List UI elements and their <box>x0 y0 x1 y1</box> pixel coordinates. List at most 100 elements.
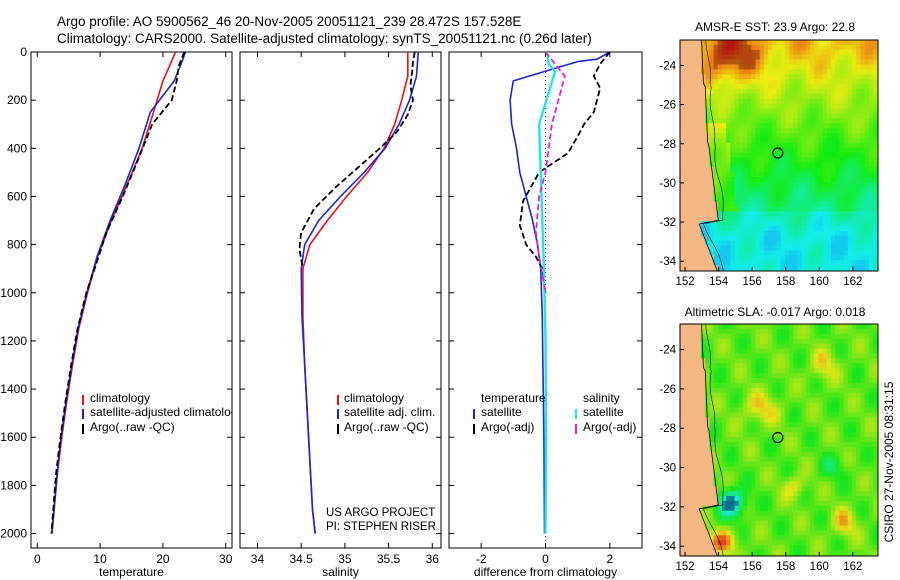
sla-map-cell <box>856 358 861 364</box>
sla-map-cell <box>797 500 803 507</box>
sla-map-cell <box>801 432 807 438</box>
sla-map-cell <box>688 427 694 433</box>
sst-map-cell <box>839 235 845 242</box>
sla-map-cell <box>826 427 832 433</box>
sla-map-cell <box>814 515 820 522</box>
sla-map-cell <box>826 466 832 473</box>
sst-map-cell <box>843 84 849 90</box>
sla-map-cell <box>680 417 685 423</box>
sst-map-cell <box>872 142 878 149</box>
sst-map-cell <box>835 157 840 163</box>
sst-map-cell <box>768 74 773 80</box>
sla-map-cell <box>810 491 815 497</box>
sla-map-cell <box>860 412 866 418</box>
sla-map-cell <box>856 348 861 355</box>
sst-map-cell <box>680 64 685 70</box>
sst-map-cell <box>705 211 710 217</box>
sla-map-cell <box>851 525 857 532</box>
sla-map-cell <box>730 392 736 399</box>
sst-map-cell <box>868 206 874 212</box>
sst-map-cell <box>872 118 878 124</box>
sst-map-cell <box>818 88 824 95</box>
sla-map-cell <box>692 422 698 428</box>
sla-map-cell <box>856 481 861 487</box>
sst-map-cell <box>747 250 752 256</box>
sla-map-cell <box>851 510 857 517</box>
sst-map-cell <box>847 108 853 115</box>
sst-map-cell <box>864 74 870 80</box>
sst-map-cell <box>688 147 694 154</box>
sst-map-cell <box>851 240 857 247</box>
sla-map-cell <box>831 451 836 458</box>
sla-map-cell <box>872 540 878 546</box>
sla-map-cell <box>759 530 765 536</box>
sla-map-cell <box>797 373 803 379</box>
sst-map-cell <box>831 59 836 66</box>
sla-map-cell <box>839 324 845 330</box>
sst-map-cell <box>835 103 840 110</box>
sst-map-cell <box>700 211 706 217</box>
sst-map-cell <box>730 201 736 207</box>
sla-map-cell <box>721 363 727 369</box>
sst-map-cell <box>684 49 689 56</box>
sst-map-cell <box>726 157 731 163</box>
sla-map-cell <box>751 392 757 399</box>
sla-map-cell <box>696 535 702 541</box>
sla-map-cell <box>696 496 702 502</box>
sla-map-cell <box>872 486 878 492</box>
sla-map-cell <box>713 407 719 414</box>
sla-map-cell <box>864 324 870 330</box>
sst-map-cell <box>780 196 786 203</box>
sst-map-cell <box>847 211 853 217</box>
sst-map-cell <box>797 40 803 46</box>
sst-map-cell <box>789 40 794 46</box>
sst-map-cell <box>717 201 723 207</box>
sla-map-cell <box>755 481 761 487</box>
sla-map-cell <box>872 392 878 399</box>
sla-map-cell <box>747 535 752 541</box>
sst-map-cell <box>826 225 832 232</box>
sla-map-cell <box>768 343 773 350</box>
sst-map-cell <box>776 69 782 75</box>
sla-map-cell <box>721 496 727 502</box>
sla-map-cell <box>776 446 782 453</box>
sst-map-cell <box>755 265 761 271</box>
sst-map-cell <box>755 206 761 212</box>
sla-map-cell <box>860 437 866 443</box>
sst-map-cell <box>688 245 694 252</box>
sla-map-cell <box>818 476 824 482</box>
sst-map-cell <box>717 40 723 46</box>
sst-coastline <box>698 40 719 271</box>
sst-map-cell <box>684 186 689 193</box>
sst-map-cell <box>696 49 702 56</box>
difference-xtick-label: -2 <box>476 552 487 566</box>
sst-map-cell <box>831 245 836 252</box>
sla-map-cell <box>747 446 752 453</box>
sla-map-cell <box>696 368 702 374</box>
sla-map-cell <box>738 368 744 374</box>
sla-map-cell <box>851 343 857 350</box>
sst-map-cell <box>847 147 853 154</box>
sla-map-cell <box>872 427 878 433</box>
sla-map-cell <box>696 466 702 473</box>
sla-map-cell <box>734 530 740 536</box>
sla-map-cell <box>793 535 799 541</box>
sla-map-cell <box>688 387 694 394</box>
sla-map-cell <box>805 486 811 492</box>
sla-map-cell <box>734 363 740 369</box>
sst-map-cell <box>759 230 765 237</box>
sst-map-cell <box>717 137 723 144</box>
sst-map-cell <box>793 118 799 124</box>
sst-map-cell <box>692 216 698 222</box>
sla-map-cell <box>789 437 794 443</box>
sst-map-cell <box>835 172 840 178</box>
sst-map-cell <box>826 162 832 168</box>
sla-map-cell <box>839 382 845 389</box>
sst-map-cell <box>789 69 794 75</box>
sla-map-cell <box>776 476 782 482</box>
sla-map-cell <box>851 353 857 360</box>
sla-map-cell <box>868 397 874 404</box>
sst-map-cell <box>831 40 836 46</box>
sla-map-cell <box>851 417 857 423</box>
sst-map-cell <box>868 137 874 144</box>
